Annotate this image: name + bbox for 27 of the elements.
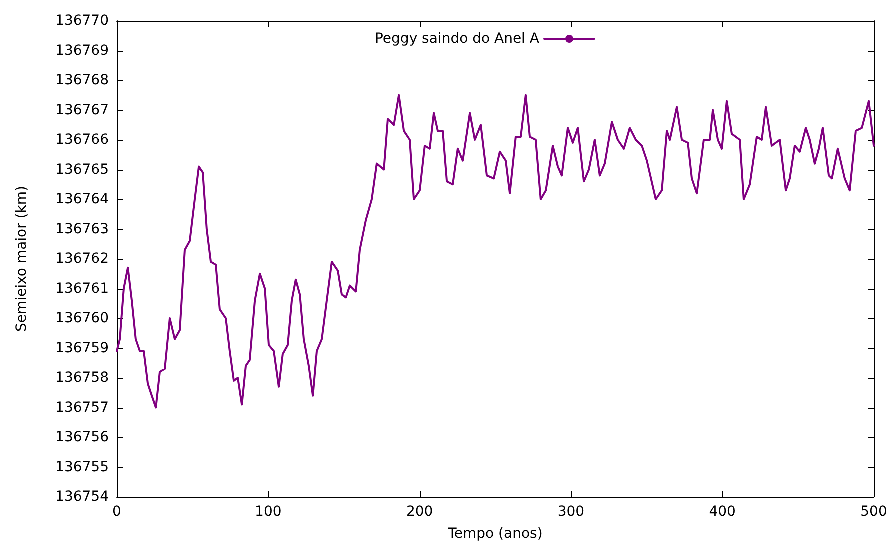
x-tick-label: 200	[406, 504, 434, 520]
y-axis-title: Semieixo maior (km)	[14, 186, 30, 332]
y-tick-label: 136756	[56, 430, 110, 446]
y-tick-label: 136762	[56, 251, 109, 267]
y-tick-label: 136766	[56, 132, 110, 148]
y-tick-label: 136764	[56, 192, 110, 208]
y-tick-label: 136761	[56, 280, 109, 297]
y-tick-label: 136769	[56, 42, 109, 59]
x-axis-title: Tempo (anos)	[447, 526, 543, 542]
y-tick-label: 136759	[56, 340, 109, 356]
line-series	[116, 94, 875, 409]
y-tick-label: 136770	[56, 13, 109, 29]
x-tick-label: 500	[860, 504, 888, 520]
x-tick-label: 100	[255, 504, 282, 520]
y-tick-label: 136760	[56, 310, 109, 326]
y-tick-label: 136755	[56, 459, 109, 476]
y-tick-label: 136754	[56, 489, 110, 505]
legend-label: Peggy saindo do Anel A	[374, 31, 540, 47]
y-tick-label: 136765	[56, 162, 109, 178]
y-tick-label: 136757	[56, 400, 109, 416]
y-tick-label: 136768	[56, 72, 109, 88]
x-tick-label: 400	[709, 504, 736, 520]
y-tick-label: 136767	[56, 102, 109, 118]
x-tick-label: 300	[558, 504, 585, 520]
y-tick-label: 136763	[56, 221, 109, 238]
x-tick-label: 0	[112, 504, 122, 520]
y-tick-label: 136758	[56, 370, 109, 386]
